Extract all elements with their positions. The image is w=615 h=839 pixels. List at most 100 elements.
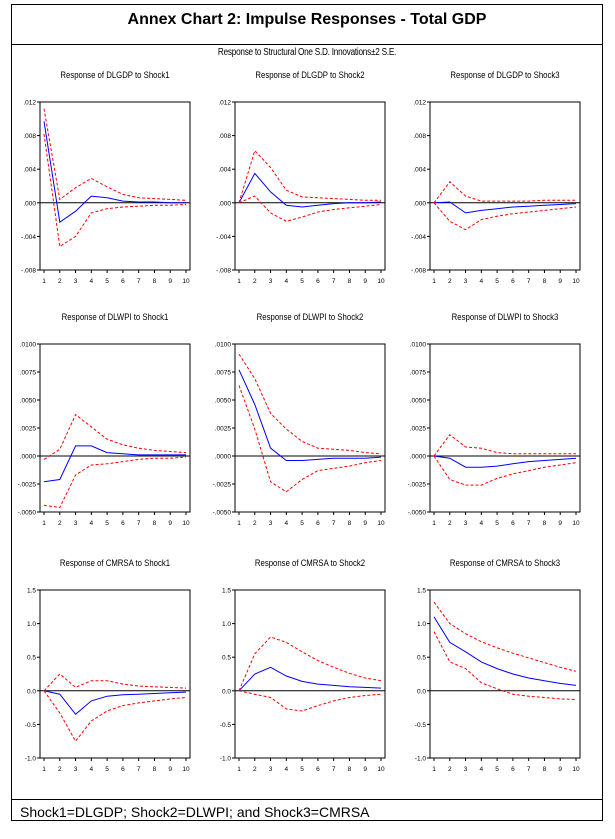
y-tick-label: .0100 [20,342,37,349]
response-line [238,369,382,461]
y-tick-label: .008 [218,133,231,140]
figure-frame: Annex Chart 2: Impulse Responses - Total… [11,4,603,821]
x-tick-label: 4 [285,520,289,527]
y-tick-label: -.0050 [18,510,37,517]
y-tick-label: .000 [218,200,231,207]
x-tick-label: 1 [42,766,46,773]
confidence-band-upper [433,433,576,457]
x-tick-label: 2 [448,278,452,285]
x-tick-label: 9 [363,766,367,773]
x-tick-label: 7 [527,520,531,527]
response-line [238,666,382,692]
x-tick-label: 2 [448,766,452,773]
plot-frame [39,343,191,513]
figure-title: Annex Chart 2: Impulse Responses - Total… [12,5,602,45]
plot-frame [39,101,191,271]
y-tick-label: .004 [413,167,426,174]
y-tick-label: 0.5 [222,655,231,662]
plot-frame [39,589,191,759]
x-tick-label: 9 [363,278,367,285]
confidence-band-upper [238,636,382,691]
y-tick-label: -.008 [21,268,36,275]
x-tick-label: 7 [332,278,336,285]
x-tick-label: 2 [58,520,62,527]
x-tick-label: 7 [527,278,531,285]
panel-title: Response of CMRSA to Shock2 [255,557,365,568]
panel-title: Response of DLGDP to Shock2 [255,69,364,80]
x-tick-label: 7 [332,766,336,773]
confidence-band-upper [43,673,187,692]
chart-panel-4: Response of DLWPI to Shock1 .0100 .0075 .00… [18,311,191,527]
y-tick-label: .000 [413,200,426,207]
y-tick-label: .0050 [215,398,232,405]
y-tick-label: 1.0 [417,621,426,628]
x-tick-label: 7 [332,520,336,527]
x-tick-label: 7 [137,520,141,527]
y-tick-label: 0.0 [222,688,231,695]
confidence-band-lower [43,133,187,248]
y-tick-label: .012 [413,100,426,107]
x-tick-label: 8 [153,766,157,773]
y-tick-label: -0.5 [25,722,37,729]
confidence-band-upper [238,149,381,203]
x-tick-label: 5 [105,766,109,773]
response-line [433,616,577,686]
x-tick-label: 10 [377,766,385,773]
x-tick-label: 4 [90,278,94,285]
x-tick-label: 10 [182,278,190,285]
x-tick-label: 5 [300,766,304,773]
x-tick-label: 2 [253,766,257,773]
y-tick-label: .0100 [215,342,232,349]
panel-title: Response of DLWPI to Shock1 [62,311,169,322]
y-tick-label: -.0025 [213,482,232,489]
chart-panel-2: Response of DLGDP to Shock2 .012 .008 .004.… [216,69,386,285]
confidence-band-lower [433,455,577,486]
y-tick-label: -1.0 [25,756,37,763]
x-tick-label: 3 [74,520,78,527]
y-tick-label: -.0025 [18,482,37,489]
y-tick-label: 1.5 [417,588,426,595]
panel-title: Response of DLGDP to Shock3 [450,69,559,80]
confidence-band-lower [43,456,187,509]
plot-frame [234,343,386,513]
y-tick-label: -.0050 [213,510,232,517]
y-tick-label: -0.5 [415,722,427,729]
x-tick-label: 7 [527,766,531,773]
chart-panel-8: Response of CMRSA to Shock2 1.5 1.0 0.5 0.0 -… [220,557,386,773]
x-tick-label: 10 [572,278,580,285]
y-tick-label: .0000 [410,454,427,461]
x-tick-label: 5 [105,278,109,285]
x-tick-label: 3 [74,278,78,285]
x-tick-label: 2 [253,520,257,527]
y-tick-label: .012 [218,100,231,107]
y-tick-label: 0.0 [417,688,426,695]
x-tick-label: 3 [74,766,78,773]
x-tick-label: 5 [495,278,499,285]
y-tick-label: .0000 [215,454,232,461]
x-tick-label: 7 [137,766,141,773]
x-tick-label: 4 [480,766,484,773]
x-tick-label: 2 [448,520,452,527]
y-tick-label: 1.5 [27,588,36,595]
y-tick-label: -.004 [411,234,426,241]
y-tick-label: .0075 [410,370,427,377]
x-tick-label: 4 [480,278,484,285]
y-tick-label: .0025 [410,426,427,433]
y-tick-label: 1.0 [27,621,36,628]
x-tick-label: 6 [316,766,320,773]
x-tick-label: 8 [543,520,547,527]
x-tick-label: 6 [316,520,320,527]
x-tick-label: 10 [377,278,385,285]
chart-panel-3: Response of DLGDP to Shock3 .012 .008 .004.… [411,69,581,285]
shock-legend-note: Shock1=DLGDP; Shock2=DLWPI; and Shock3=C… [20,804,370,820]
y-tick-label: -.0050 [408,510,427,517]
plot-frame [234,101,386,271]
x-tick-label: 10 [572,766,580,773]
confidence-band-upper [43,413,187,460]
plot-frame [429,589,581,759]
x-tick-label: 4 [90,520,94,527]
y-tick-label: -.008 [411,268,426,275]
x-tick-label: 2 [253,278,257,285]
y-tick-label: .0100 [410,342,427,349]
